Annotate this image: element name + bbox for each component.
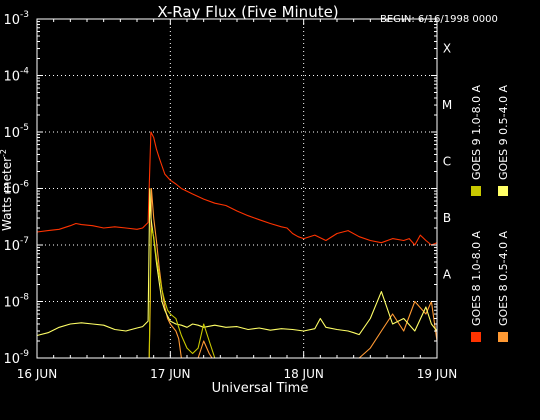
- legend-label: GOES 8 1.0-8.0 A: [470, 230, 483, 326]
- x-tick-label: 18 JUN: [283, 367, 323, 381]
- y-tick-exponent: -9: [20, 349, 29, 359]
- y-tick-exponent: -7: [20, 236, 29, 246]
- y-tick-exponent: -3: [20, 10, 29, 20]
- legend-swatch: [498, 186, 508, 196]
- y-tick-base: 10: [3, 70, 20, 85]
- flare-class-label: M: [442, 98, 452, 112]
- y-axis-label-text: Watts meter: [0, 157, 14, 231]
- y-tick-base: 10: [3, 183, 20, 198]
- y-tick-exponent: -4: [20, 67, 29, 77]
- series-line-0: [36, 131, 438, 246]
- grid-lines: [37, 19, 437, 358]
- y-tick-label: 10-4: [3, 67, 29, 85]
- y-tick-base: 10: [3, 352, 20, 367]
- y-tick-base: 10: [3, 296, 20, 311]
- axes: 10-910-810-710-610-510-410-316 JUN 17 JUN…: [3, 10, 457, 381]
- flare-class-label: X: [443, 41, 451, 55]
- legend-label: GOES 9 1.0-8.0 A: [470, 84, 483, 180]
- y-tick-label: 10-5: [3, 123, 29, 141]
- y-tick-label: 10-8: [3, 293, 29, 311]
- series-line-3: [148, 227, 437, 359]
- chart-title: X-Ray Flux (Five Minute): [157, 3, 338, 21]
- x-axis-label: Universal Time: [212, 381, 309, 396]
- legend-swatch: [498, 332, 508, 342]
- y-tick-label: 10-3: [3, 10, 29, 28]
- y-tick-base: 10: [3, 13, 20, 28]
- y-tick-exponent: -8: [20, 293, 29, 303]
- y-tick-base: 10: [3, 126, 20, 141]
- series-line-2: [36, 187, 438, 337]
- series-line-1: [148, 187, 438, 359]
- flare-class-label: B: [443, 211, 451, 225]
- legend-swatch: [471, 332, 481, 342]
- y-tick-base: 10: [3, 239, 20, 254]
- legend: GOES 8 1.0-8.0 A GOES 9 1.0-8.0 A GOES 8 0…: [470, 84, 510, 342]
- x-tick-label: 17 JUN: [150, 367, 190, 381]
- x-tick-label: 16 JUN: [17, 367, 57, 381]
- y-tick-label: 10-9: [3, 349, 29, 367]
- y-axis-label: Watts meter-2: [0, 149, 14, 231]
- x-tick-label: 19 JUN: [417, 367, 457, 381]
- begin-label: BEGIN: 6/16/1998 0000: [380, 14, 498, 25]
- y-tick-label: 10-7: [3, 236, 29, 254]
- y-tick-label: 10-6: [3, 180, 29, 198]
- legend-swatch: [471, 186, 481, 196]
- legend-label: GOES 8 0.5-4.0 A: [497, 230, 510, 326]
- y-tick-exponent: -6: [20, 180, 29, 190]
- flare-class-label: C: [443, 154, 451, 168]
- flare-class-label: A: [443, 267, 452, 281]
- y-axis-label-exponent: -2: [0, 149, 8, 157]
- legend-label: GOES 9 0.5-4.0 A: [497, 84, 510, 180]
- y-tick-exponent: -5: [20, 123, 29, 133]
